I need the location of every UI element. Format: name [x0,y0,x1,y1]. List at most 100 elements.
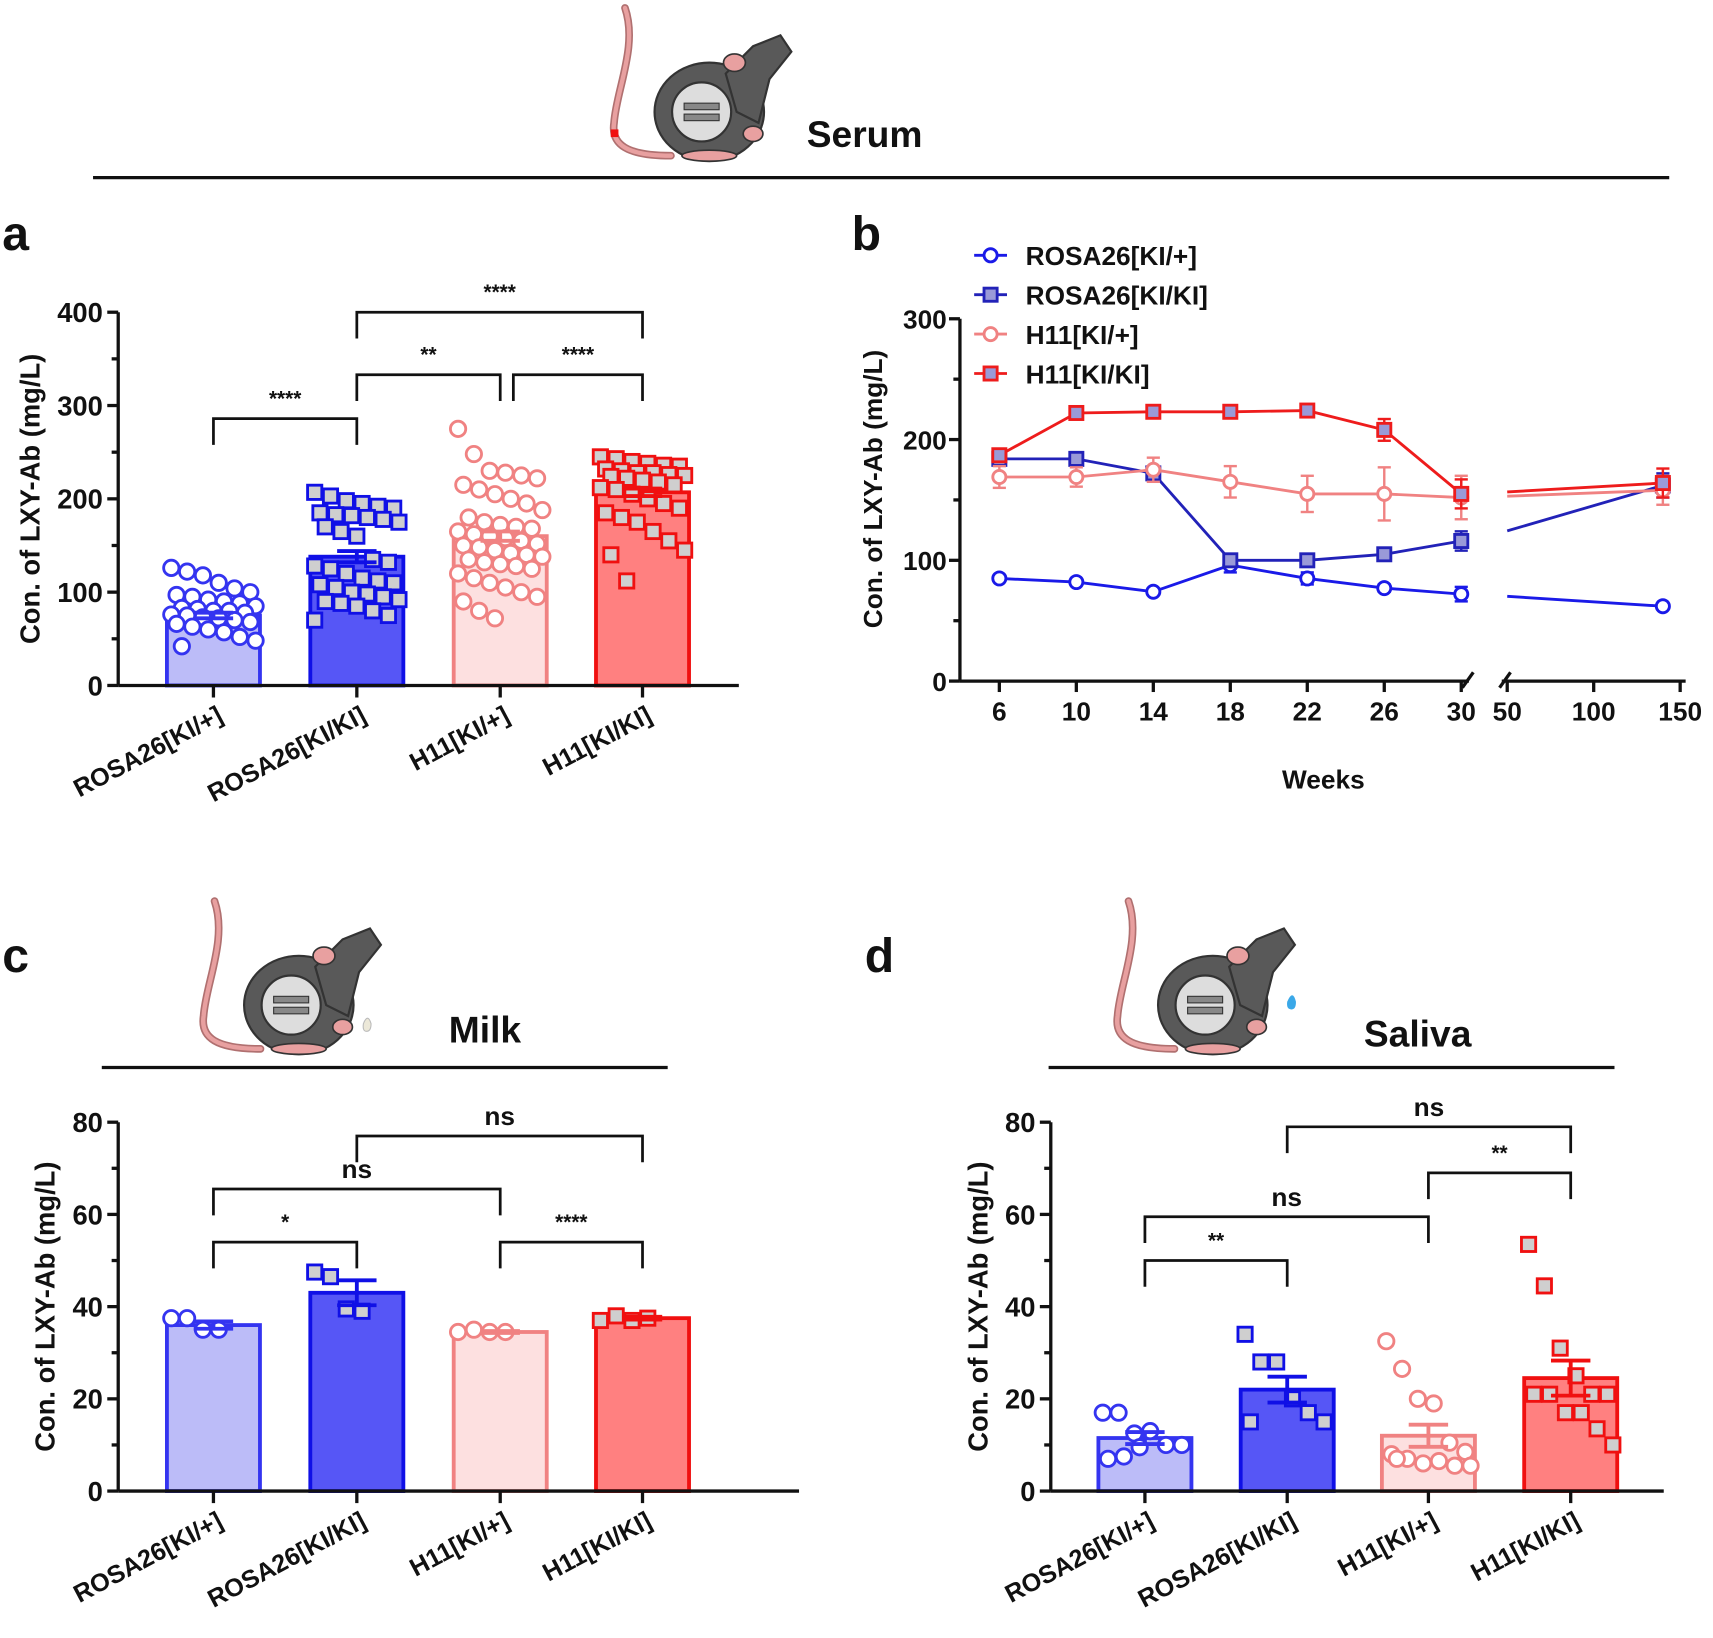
data-point [316,518,334,536]
significance-label: **** [555,1211,588,1234]
x-tick-label: 26 [1370,696,1399,726]
data-point [337,564,355,583]
data-point [612,508,630,527]
data-point [306,557,324,575]
data-point [448,419,468,438]
significance-bracket [1143,1259,1289,1287]
data-point [385,574,403,592]
y-tick-label: 40 [1005,1291,1035,1322]
data-point [448,564,468,583]
data-point [1299,402,1316,419]
data-point [628,513,646,531]
data-point [1599,1385,1617,1403]
y-tick-label: 400 [57,297,103,328]
data-point [162,558,181,577]
axis-break-mark [1461,671,1475,689]
series-line-segment [1507,594,1663,608]
data-point [167,614,186,633]
data-point [470,601,489,620]
data-point [528,469,547,488]
data-point [991,468,1008,485]
data-point [485,609,505,628]
series-line-segment [1506,484,1664,533]
data-point [1068,574,1085,591]
data-point [1315,1413,1333,1431]
data-point [321,1268,340,1286]
x-tick-label: ROSA26[KI/KI] [1134,1507,1301,1614]
legend-item: H11[KI/KI] [974,359,1150,389]
x-tick-label: 14 [1139,696,1169,726]
data-point [348,597,366,615]
data-point [390,591,408,609]
data-point [364,602,382,620]
data-point [379,606,397,625]
data-point [676,541,694,559]
data-point [311,576,329,594]
legend-item: H11[KI/+] [974,320,1139,350]
data-point [353,569,371,587]
x-tick-label: H11[KI/KI] [1466,1507,1584,1588]
data-point [991,570,1008,587]
x-axis-label: Weeks [1282,764,1365,794]
data-point [1299,570,1316,587]
data-point [1222,473,1239,490]
significance-bracket [212,1187,502,1216]
data-point [327,578,345,597]
data-point [464,569,483,588]
data-point [332,594,350,612]
legend-item: ROSA26[KI/+] [974,241,1197,271]
data-point [496,463,515,482]
y-tick-label: 60 [72,1199,102,1230]
data-point [1145,461,1162,478]
data-point [337,492,355,510]
data-point [607,1307,625,1325]
data-point [1376,421,1393,438]
data-point [618,572,636,590]
data-point [1241,1413,1259,1431]
y-tick-label: 0 [88,670,103,701]
significance-bracket [355,373,502,402]
data-point [506,556,526,576]
data-point [230,627,249,647]
serum-mouse-icon [611,8,792,161]
significance-bracket [355,310,644,339]
y-tick-label: 20 [72,1384,102,1415]
axis-break-mark [1498,671,1512,689]
data-point [348,527,366,545]
y-axis-label: Con. of LXY-Ab (mg/L) [962,1161,993,1451]
data-point [670,499,688,517]
data-point [1520,1235,1538,1253]
data-point [1222,403,1239,420]
data-point [1377,1332,1396,1351]
significance-bracket [212,1240,359,1269]
data-point [1387,1449,1406,1468]
data-point [480,461,499,480]
data-point [597,504,615,522]
data-point [464,444,483,464]
significance-label: ns [1271,1182,1302,1212]
data-point [1236,1325,1254,1343]
data-point [1453,533,1470,549]
data-point [178,1309,197,1328]
data-point [480,573,499,592]
serum-bar-chart: 0 100 200 300 400 Con. of LXY-Ab (mg/L) ROSA26… [14,281,739,808]
y-tick-label: 0 [1020,1476,1035,1507]
data-point [517,494,536,513]
data-point [591,1311,609,1330]
data-point [241,612,260,632]
legend-label: H11[KI/+] [1026,320,1139,350]
data-point [496,578,515,597]
legend-item: ROSA26[KI/KI] [974,281,1208,311]
data-point [246,631,265,650]
significance-bracket [355,1134,644,1163]
data-point [364,550,382,569]
data-point [633,471,652,489]
data-point [214,623,234,642]
data-point [321,560,340,578]
saliva-mouse-icon [1117,901,1296,1054]
data-point [306,483,324,501]
series-line-segment [1507,488,1663,498]
data-point [183,617,202,636]
y-tick-label: 200 [57,484,103,515]
saliva-bar-chart: 0 20 40 60 80 Con. of LXY-Ab (mg/L) ROSA26[KI/… [962,1092,1664,1614]
